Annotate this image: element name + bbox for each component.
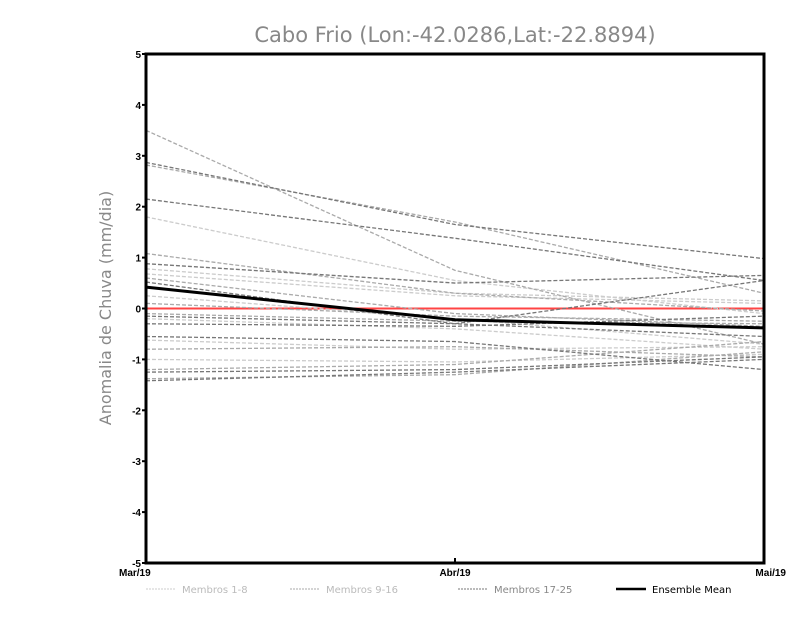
- y-tick-label: 5: [135, 50, 141, 61]
- member-line-14: [145, 340, 765, 371]
- ensemble-mean-line: [145, 285, 765, 330]
- member-line-23: [145, 335, 765, 371]
- y-tick-label: -3: [132, 457, 141, 468]
- y-tick-label: 2: [135, 203, 141, 214]
- member-line-17: [145, 161, 765, 260]
- legend-label-3: Membros 17-25: [494, 585, 572, 596]
- member-line-18: [145, 198, 765, 282]
- member-line-12: [145, 312, 765, 325]
- member-line-10: [145, 252, 765, 312]
- y-tick-label: -1: [132, 355, 141, 366]
- legend-label-1: Membros 1-8: [182, 585, 248, 596]
- member-line-22: [145, 315, 765, 327]
- y-tick-label: 1: [135, 254, 141, 265]
- member-line-25: [145, 358, 765, 382]
- member-line-6: [145, 353, 765, 363]
- member-line-21: [145, 315, 765, 338]
- chart-title: Cabo Frio (Lon:-42.0286,Lat:-22.8894): [254, 23, 655, 47]
- legend-label-4: Ensemble Mean: [652, 585, 731, 596]
- x-tick-label: Abr/19: [439, 568, 471, 579]
- y-tick-label: -2: [132, 406, 141, 417]
- member-line-8: [145, 318, 765, 350]
- member-line-3: [145, 268, 765, 302]
- member-line-7: [145, 273, 765, 305]
- member-line-16: [145, 351, 765, 380]
- member-line-19: [145, 263, 765, 284]
- member-line-1: [145, 164, 765, 294]
- y-tick-label: -4: [132, 508, 141, 519]
- member-line-11: [145, 277, 765, 327]
- member-line-2: [145, 216, 765, 315]
- x-tick-label: Mai/19: [755, 568, 786, 579]
- member-line-20: [145, 279, 765, 325]
- y-tick-label: -5: [132, 559, 141, 570]
- member-line-9: [145, 129, 765, 345]
- member-line-5: [145, 339, 765, 350]
- y-axis-label: Anomalia de Chuva (mm/dia): [96, 191, 115, 425]
- member-line-15: [145, 302, 765, 322]
- y-tick-label: 3: [135, 152, 141, 163]
- member-line-24: [145, 356, 765, 373]
- y-tick-label: 0: [135, 305, 141, 316]
- x-tick-label: Mar/19: [119, 568, 151, 579]
- member-line-13: [145, 346, 765, 358]
- y-tick-label: 4: [135, 101, 141, 112]
- legend-label-2: Membros 9-16: [326, 585, 398, 596]
